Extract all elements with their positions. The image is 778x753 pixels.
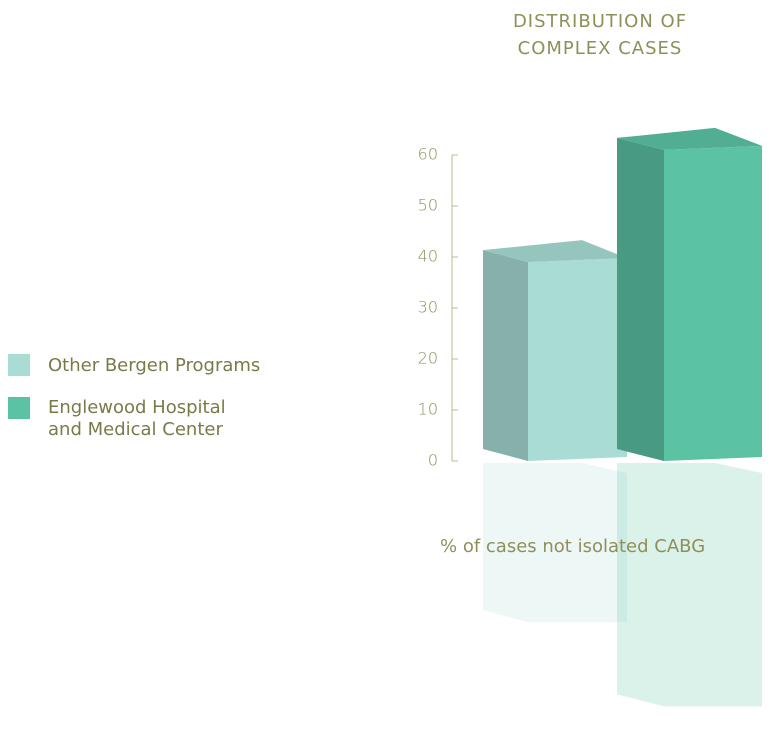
legend-swatch <box>8 354 30 376</box>
bar-top <box>483 240 627 263</box>
y-tick-label: 10 <box>418 400 438 419</box>
bar-side-shade <box>617 137 664 461</box>
bar-reflection <box>617 463 762 707</box>
bar-side-shade <box>483 250 528 461</box>
x-axis-label: % of cases not isolated CABG <box>440 536 706 557</box>
y-tick-label: 30 <box>418 298 438 317</box>
legend-label: Other Bergen Programs <box>48 355 261 376</box>
y-tick-label: 50 <box>418 196 438 215</box>
legend-swatch <box>8 397 30 419</box>
y-tick-label: 60 <box>418 145 438 164</box>
y-tick-label: 40 <box>418 247 438 266</box>
bar <box>528 258 627 461</box>
bar-reflection <box>483 463 627 623</box>
bar-top-shade <box>483 240 627 263</box>
bar <box>664 145 762 461</box>
legend-label: Englewood Hospital and Medical Center <box>48 397 226 440</box>
bar-top <box>617 127 762 150</box>
bar-side <box>617 137 664 461</box>
bar-side <box>483 250 528 461</box>
y-tick-label: 0 <box>428 451 438 470</box>
y-tick-label: 20 <box>418 349 438 368</box>
bar-top-shade <box>617 127 762 150</box>
chart-title: DISTRIBUTION OF COMPLEX CASES <box>512 11 688 59</box>
